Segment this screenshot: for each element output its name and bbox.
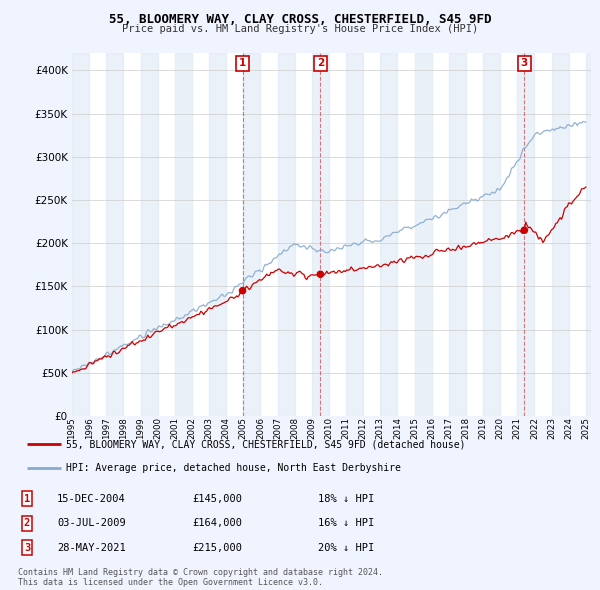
Bar bbox=[415, 53, 432, 416]
Text: 18% ↓ HPI: 18% ↓ HPI bbox=[318, 494, 374, 503]
Point bbox=[238, 286, 247, 296]
Bar bbox=[140, 53, 158, 416]
Text: 1: 1 bbox=[239, 58, 246, 68]
Bar bbox=[209, 53, 226, 416]
Text: 16% ↓ HPI: 16% ↓ HPI bbox=[318, 519, 374, 528]
Text: £215,000: £215,000 bbox=[192, 543, 242, 552]
Bar bbox=[278, 53, 295, 416]
Text: 20% ↓ HPI: 20% ↓ HPI bbox=[318, 543, 374, 552]
Text: 1: 1 bbox=[24, 494, 30, 503]
Text: 03-JUL-2009: 03-JUL-2009 bbox=[57, 519, 126, 528]
Bar bbox=[483, 53, 500, 416]
Text: Price paid vs. HM Land Registry's House Price Index (HPI): Price paid vs. HM Land Registry's House … bbox=[122, 24, 478, 34]
Text: £145,000: £145,000 bbox=[192, 494, 242, 503]
Text: 55, BLOOMERY WAY, CLAY CROSS, CHESTERFIELD, S45 9FD: 55, BLOOMERY WAY, CLAY CROSS, CHESTERFIE… bbox=[109, 13, 491, 26]
Text: HPI: Average price, detached house, North East Derbyshire: HPI: Average price, detached house, Nort… bbox=[66, 463, 401, 473]
Point bbox=[520, 225, 529, 235]
Text: £164,000: £164,000 bbox=[192, 519, 242, 528]
Bar bbox=[449, 53, 466, 416]
Bar bbox=[517, 53, 535, 416]
Text: 2: 2 bbox=[24, 519, 30, 528]
Bar bbox=[175, 53, 192, 416]
Text: 2: 2 bbox=[317, 58, 324, 68]
Text: 28-MAY-2021: 28-MAY-2021 bbox=[57, 543, 126, 552]
Bar bbox=[72, 53, 89, 416]
Text: 55, BLOOMERY WAY, CLAY CROSS, CHESTERFIELD, S45 9FD (detached house): 55, BLOOMERY WAY, CLAY CROSS, CHESTERFIE… bbox=[66, 439, 466, 449]
Text: 3: 3 bbox=[24, 543, 30, 552]
Bar bbox=[586, 53, 591, 416]
Bar bbox=[106, 53, 124, 416]
Bar bbox=[243, 53, 260, 416]
Text: Contains HM Land Registry data © Crown copyright and database right 2024.
This d: Contains HM Land Registry data © Crown c… bbox=[18, 568, 383, 587]
Bar bbox=[551, 53, 569, 416]
Text: 3: 3 bbox=[521, 58, 528, 68]
Text: 15-DEC-2004: 15-DEC-2004 bbox=[57, 494, 126, 503]
Bar bbox=[346, 53, 363, 416]
Bar bbox=[312, 53, 329, 416]
Bar bbox=[380, 53, 397, 416]
Point bbox=[316, 270, 325, 279]
